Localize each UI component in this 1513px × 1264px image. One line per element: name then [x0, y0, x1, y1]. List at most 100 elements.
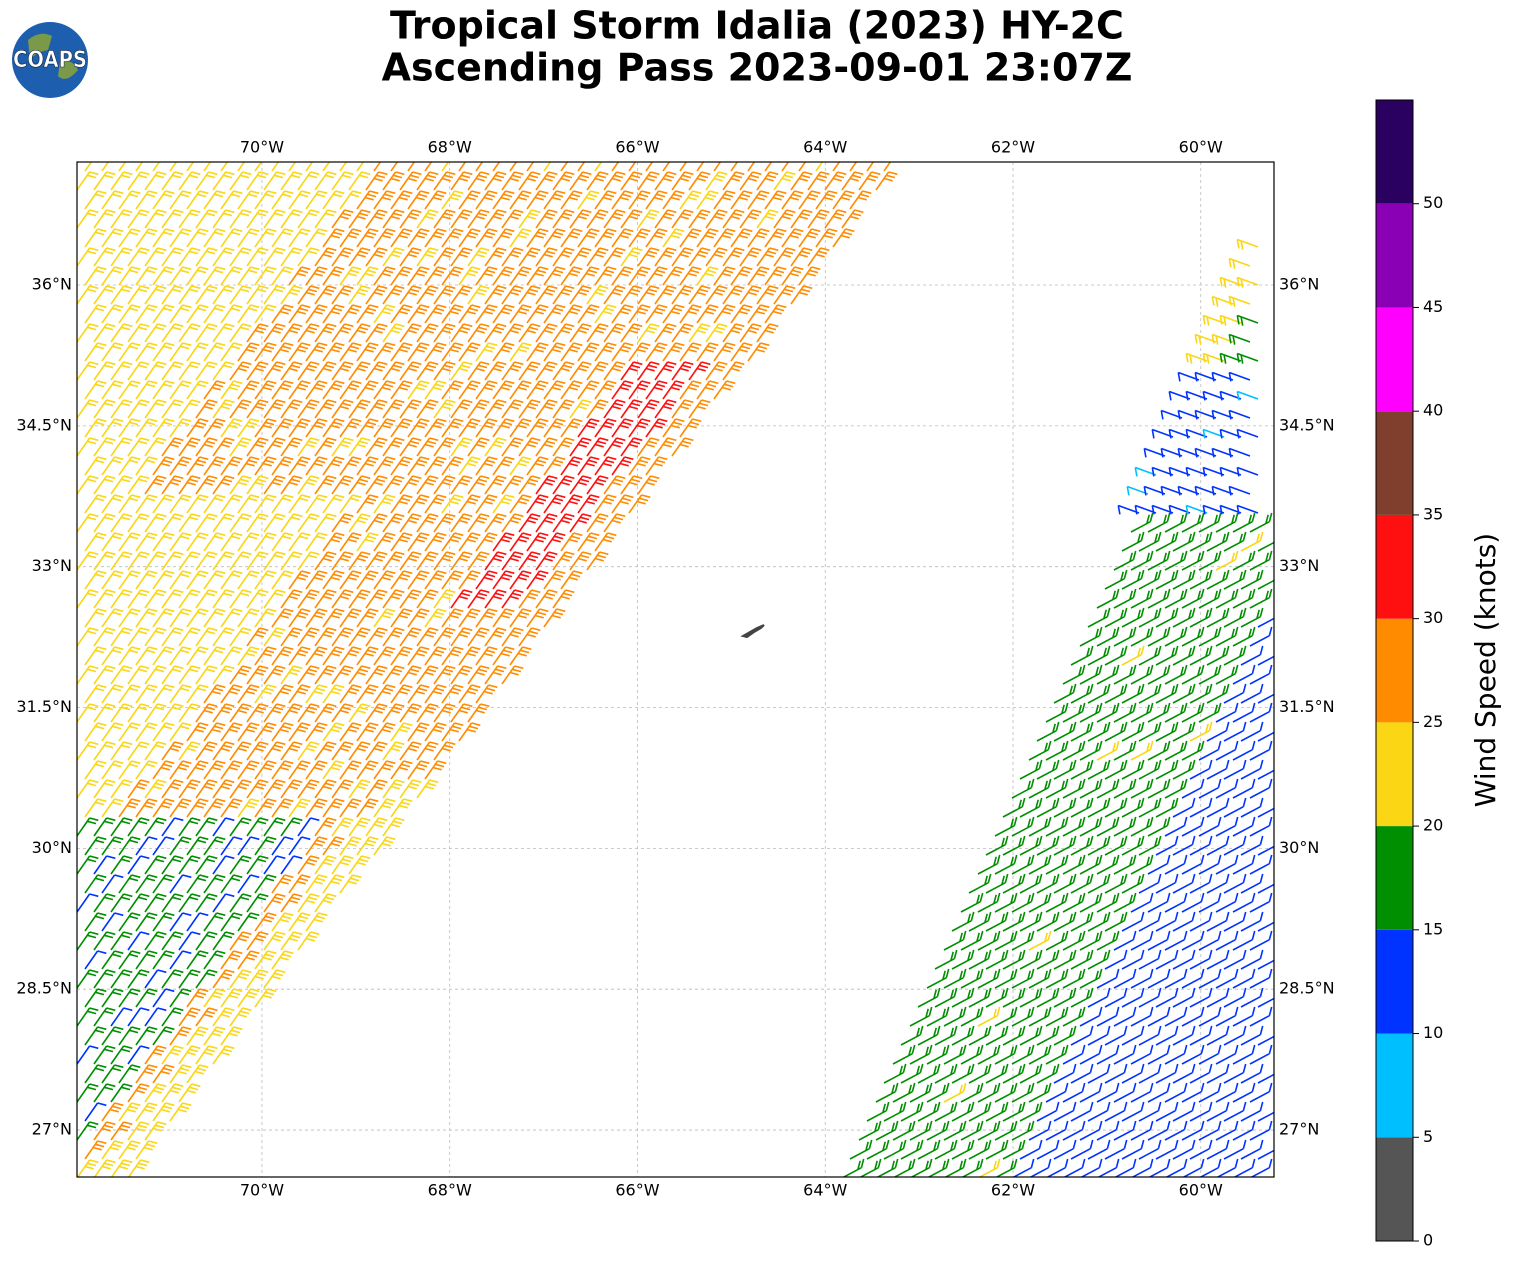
wind-barb	[1011, 1044, 1035, 1065]
wind-barb	[1249, 702, 1273, 723]
wind-barb	[127, 475, 150, 495]
wind-barb	[484, 665, 507, 685]
wind-barb	[365, 513, 388, 533]
wind-barb	[730, 304, 753, 324]
wind-barb	[926, 968, 950, 989]
wind-barb	[433, 703, 456, 723]
wind-barb	[1002, 1063, 1026, 1084]
wind-barb	[1232, 588, 1256, 609]
wind-barb	[297, 361, 320, 381]
wind-barb	[220, 874, 243, 894]
wind-barb	[424, 684, 447, 704]
wind-barb	[1045, 854, 1069, 875]
wind-barb	[1249, 816, 1273, 837]
wind-barb	[144, 247, 167, 267]
wind-barb	[492, 494, 515, 514]
wind-barb	[1130, 1044, 1154, 1065]
wind-barb	[84, 418, 107, 438]
wind-barb	[101, 190, 124, 210]
wind-barb	[637, 285, 660, 305]
wind-barb	[1240, 797, 1264, 818]
wind-barb	[1121, 1063, 1145, 1084]
wind-barb	[1087, 835, 1111, 856]
wind-barb	[101, 798, 124, 818]
wind-barb	[875, 171, 898, 191]
wind-barb	[237, 228, 260, 248]
wind-barb	[441, 342, 464, 362]
wind-barb	[1257, 959, 1274, 970]
wind-barb	[416, 323, 439, 343]
wind-barb	[509, 266, 532, 286]
wind-barb	[1194, 371, 1217, 382]
wind-barb	[373, 760, 396, 780]
wind-barb	[127, 779, 150, 799]
wind-barb	[288, 570, 311, 590]
wind-barb	[1019, 759, 1043, 780]
wind-barb	[1121, 1025, 1145, 1046]
wind-barb	[135, 266, 158, 286]
wind-barb	[195, 285, 218, 305]
wind-barb	[152, 494, 175, 514]
wind-barb	[1211, 333, 1234, 345]
wind-barb	[1172, 569, 1196, 590]
wind-barb	[535, 323, 558, 343]
wind-barb	[1104, 797, 1128, 818]
wind-barb	[1062, 1082, 1086, 1103]
wind-barb	[509, 342, 532, 362]
wind-barb	[118, 798, 141, 818]
wind-barb	[543, 494, 566, 514]
wind-barb	[373, 266, 396, 286]
wind-barb	[101, 266, 124, 286]
wind-barb	[331, 817, 354, 837]
wind-barb	[526, 494, 549, 514]
wind-barb	[229, 627, 252, 647]
wind-barb	[705, 247, 728, 267]
wind-barb	[968, 1139, 992, 1160]
wind-barb	[1155, 1025, 1179, 1046]
wind-barb	[535, 171, 558, 191]
wind-barb	[161, 779, 184, 799]
wind-barb	[543, 342, 566, 362]
wind-barb	[586, 513, 609, 533]
wind-barb	[169, 380, 192, 400]
wind-barb	[450, 209, 473, 229]
wind-barb	[356, 190, 379, 210]
wind-barb	[195, 741, 218, 761]
wind-barb	[637, 475, 660, 495]
wind-barb	[118, 646, 141, 666]
wind-barb	[1215, 664, 1239, 685]
wind-barb	[1002, 1025, 1026, 1046]
wind-barb	[458, 608, 481, 628]
wind-barb	[356, 266, 379, 286]
wind-barb	[1104, 1139, 1128, 1160]
wind-barb	[118, 722, 141, 742]
wind-barb	[569, 513, 592, 533]
wind-barb	[348, 589, 371, 609]
wind-barb	[552, 475, 575, 495]
wind-barb	[348, 741, 371, 761]
wind-barb	[246, 247, 269, 267]
wind-barb	[594, 342, 617, 362]
wind-barb	[1053, 1025, 1077, 1046]
wind-barb	[237, 874, 260, 894]
title-line-1: Tropical Storm Idalia (2023) HY-2C	[390, 4, 1124, 48]
wind-barb	[484, 475, 507, 495]
wind-barb	[688, 285, 711, 305]
wind-barb	[1147, 1006, 1171, 1027]
wind-barb	[178, 931, 201, 951]
wind-barb	[118, 988, 141, 1008]
wind-barb	[688, 361, 711, 381]
wind-barb	[433, 209, 456, 229]
wind-barb	[1134, 466, 1157, 477]
colorbar-tick-label: 35	[1423, 504, 1443, 523]
wind-barb	[934, 1139, 958, 1160]
wind-barb	[373, 456, 396, 476]
wind-barb	[492, 190, 515, 210]
wind-barb	[1219, 276, 1242, 288]
wind-barb	[1113, 702, 1137, 723]
wind-barb	[1028, 930, 1052, 951]
wind-barb	[586, 475, 609, 495]
wind-barb	[654, 285, 677, 305]
wind-barb	[1002, 1101, 1026, 1122]
wind-barb	[628, 266, 651, 286]
